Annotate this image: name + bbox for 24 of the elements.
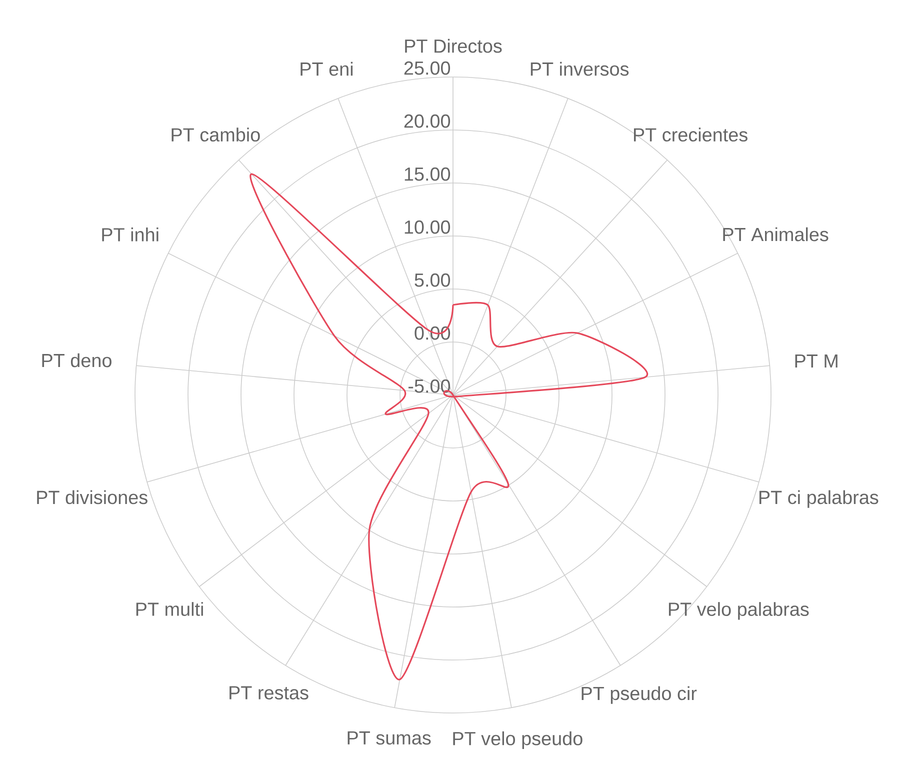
spoke-label: PT inhi — [102, 228, 158, 242]
spoke-label: PT eni — [300, 62, 353, 76]
spoke-label: PT velo palabras — [668, 602, 809, 620]
y-tick-label: 0.00 — [414, 326, 450, 340]
spoke-label: PT M — [795, 354, 838, 368]
spoke-label: PT inversos — [530, 62, 629, 76]
spoke-label: PT multi — [136, 602, 203, 616]
spoke-label: PT deno — [42, 353, 112, 368]
y-tick-label: 5.00 — [414, 273, 450, 287]
y-tick-label: -5.00 — [408, 379, 450, 393]
spoke-label: PT Animales — [723, 227, 828, 242]
spoke-label: PT sumas — [348, 731, 431, 745]
y-tick-label: 10.00 — [404, 220, 450, 234]
spoke-label: PT crecientes — [634, 128, 748, 142]
spoke-label: PT ci palabras — [759, 490, 878, 508]
spoke-label: PT velo pseudo — [453, 731, 582, 750]
spoke-label: PT Directos — [405, 38, 502, 53]
spoke-label: PT cambio — [172, 128, 260, 142]
spoke-label: PT pseudo cir — [582, 686, 697, 704]
y-tick-label: 20.00 — [404, 114, 450, 128]
y-tick-label: 25.00 — [404, 61, 450, 75]
y-tick-label: 15.00 — [404, 167, 450, 181]
spoke-label: PT divisiones — [37, 490, 148, 504]
spoke-label: PT restas — [230, 686, 308, 700]
